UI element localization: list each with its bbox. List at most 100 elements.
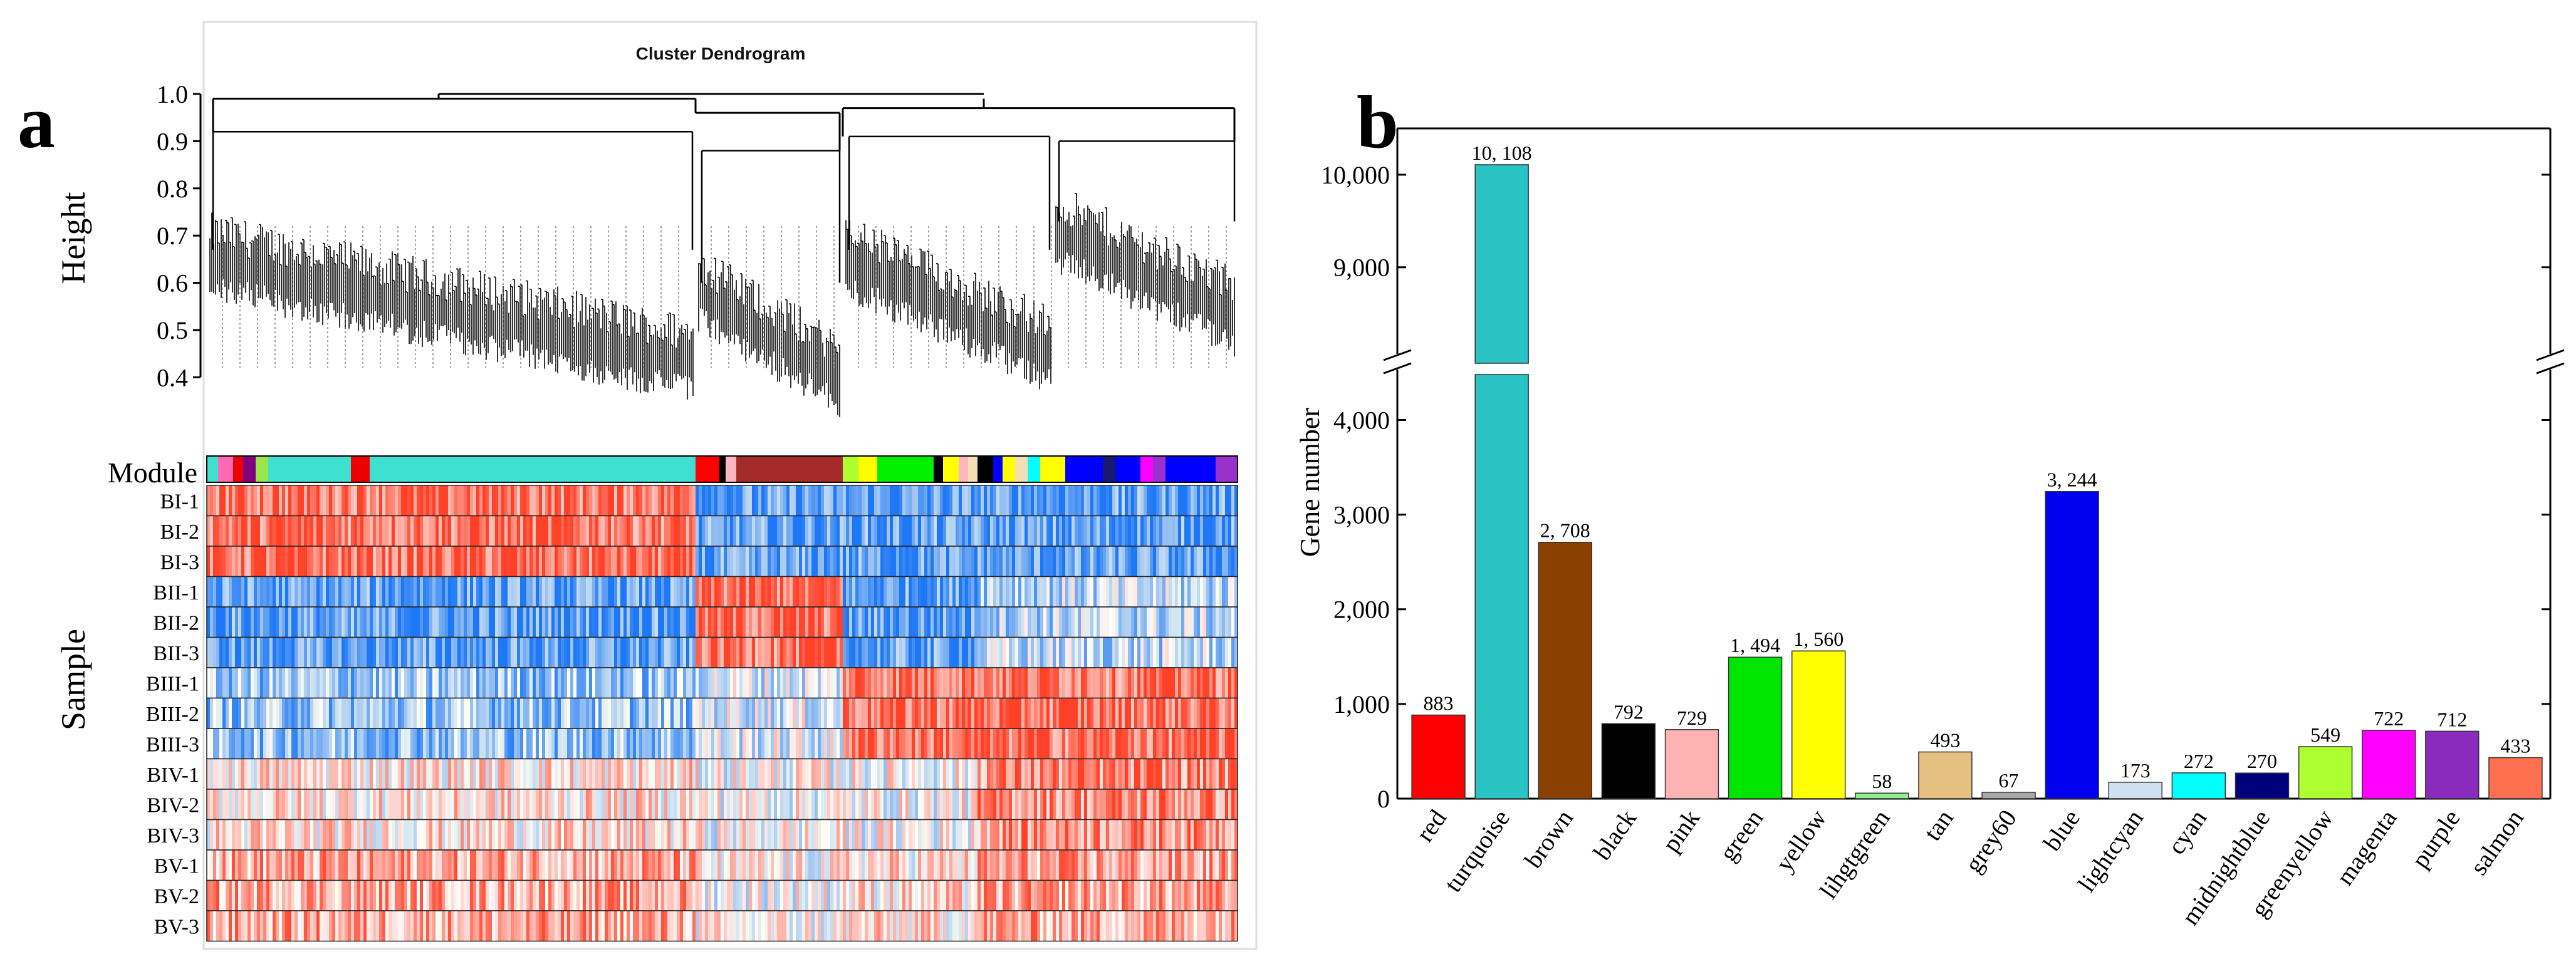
module-color-segment xyxy=(1103,456,1115,482)
bar-magenta xyxy=(2362,730,2416,799)
heatmap-row xyxy=(207,668,1238,698)
module-color-segment xyxy=(993,456,1003,482)
bar-turquoise xyxy=(1475,375,1528,799)
sample-label: BII-2 xyxy=(153,611,199,635)
module-color-segment xyxy=(256,456,268,482)
category-label: black xyxy=(1588,804,1642,865)
sample-label: BI-3 xyxy=(160,551,199,574)
sample-label: BV-2 xyxy=(154,885,199,908)
module-color-segment xyxy=(370,456,696,482)
module-color-segment xyxy=(736,456,843,482)
bar-value-label: 493 xyxy=(1930,728,1960,751)
gene-number-tick-label: 9,000 xyxy=(1333,254,1390,282)
bar-turquoise-upper xyxy=(1475,165,1528,363)
bar-purple xyxy=(2426,731,2479,799)
bar-midnightblue xyxy=(2236,773,2289,799)
dendrogram-y-tick-label: 0.4 xyxy=(157,363,188,391)
module-color-segment xyxy=(1153,456,1165,482)
heatmap-row xyxy=(207,789,1238,820)
dendrogram-y-tick-label: 0.7 xyxy=(157,222,188,250)
module-color-segment xyxy=(243,456,256,482)
module-color-segment xyxy=(943,456,959,482)
bar-grey60 xyxy=(1982,792,2035,799)
sample-label: BIV-1 xyxy=(147,764,199,787)
sample-label: BI-1 xyxy=(160,490,199,513)
gene-number-tick-label: 4,000 xyxy=(1333,406,1390,434)
heatmap-row xyxy=(207,546,1238,577)
sample-label: BIII-2 xyxy=(146,703,199,726)
category-label: turquoise xyxy=(1439,804,1515,897)
gene-number-tick-label: 0 xyxy=(1377,785,1390,813)
sample-label: BV-3 xyxy=(154,915,199,938)
bar-brown xyxy=(1538,542,1592,799)
bar-yellow xyxy=(1792,651,1845,799)
dendrogram-y-tick-label: 0.6 xyxy=(157,269,188,298)
bar-value-label: 1, 560 xyxy=(1793,628,1843,650)
dendrogram-y-axis: 1.00.90.80.70.60.50.4 xyxy=(157,80,201,391)
module-color-segment xyxy=(877,456,934,482)
module-color-segment xyxy=(233,456,243,482)
bar-value-label: 2, 708 xyxy=(1540,519,1590,542)
bar-salmon xyxy=(2489,758,2542,799)
category-label: yellow xyxy=(1770,804,1832,876)
module-color-segment xyxy=(1115,456,1140,482)
category-label: red xyxy=(1411,804,1452,847)
category-label: brown xyxy=(1519,804,1578,873)
sample-label: BIII-1 xyxy=(146,672,199,695)
sample-label: BII-3 xyxy=(153,642,199,665)
module-color-segment xyxy=(1015,456,1028,482)
bar-value-label: 67 xyxy=(1999,769,2019,792)
module-color-segment xyxy=(1040,456,1065,482)
heatmap-row xyxy=(207,607,1238,638)
heatmap-row xyxy=(207,638,1238,668)
bar-value-label: 883 xyxy=(1424,692,1454,715)
module-color-segment xyxy=(351,456,370,482)
module-color-segment xyxy=(218,456,233,482)
bar-pink xyxy=(1666,730,1719,799)
heatmap-row xyxy=(207,759,1238,790)
heatmap-row xyxy=(207,911,1238,941)
module-color-segment xyxy=(978,456,993,482)
module-color-segment xyxy=(1216,456,1238,482)
bar-value-label: 433 xyxy=(2500,735,2530,757)
category-label: cyan xyxy=(2162,804,2212,859)
bar-break-gap xyxy=(1474,365,1530,372)
dendrogram-y-tick-label: 0.8 xyxy=(157,175,188,203)
category-label: grey60 xyxy=(1959,804,2022,878)
dendrogram-y-tick-label: 0.9 xyxy=(157,127,188,155)
heatmap-row xyxy=(207,728,1238,759)
module-color-segment xyxy=(1165,456,1216,482)
bar-value-label: 3, 244 xyxy=(2047,469,2097,491)
expression-heatmap xyxy=(207,485,1238,941)
sample-label: BIV-2 xyxy=(147,794,199,817)
sample-label: BV-1 xyxy=(154,854,199,878)
gene-number-tick-label: 1,000 xyxy=(1333,690,1390,718)
bar-blue xyxy=(2045,492,2099,799)
module-color-segment xyxy=(1028,456,1040,482)
category-label: purple xyxy=(2406,804,2465,873)
module-color-segment xyxy=(934,456,943,482)
category-label: salmon xyxy=(2464,804,2529,879)
bar-value-label: 712 xyxy=(2437,708,2467,730)
category-label: blue xyxy=(2038,804,2085,856)
gene-number-tick-label: 2,000 xyxy=(1333,596,1390,624)
sample-axis-label: Sample xyxy=(55,629,92,730)
category-label: green xyxy=(1714,804,1769,866)
sample-label: BII-1 xyxy=(153,581,199,604)
bar-tan xyxy=(1919,752,1972,799)
module-color-segment xyxy=(696,456,719,482)
module-color-segment xyxy=(1065,456,1103,482)
heatmap-row xyxy=(207,850,1238,881)
bar-value-label: 722 xyxy=(2374,707,2404,730)
module-color-bar xyxy=(207,456,1238,482)
heatmap-row xyxy=(207,577,1238,608)
category-label: lightcyan xyxy=(2072,804,2149,897)
module-color-segment xyxy=(959,456,968,482)
bar-value-label: 270 xyxy=(2247,750,2277,772)
bar-black xyxy=(1602,723,1655,799)
module-color-segment xyxy=(719,456,726,482)
module-color-segment xyxy=(968,456,978,482)
